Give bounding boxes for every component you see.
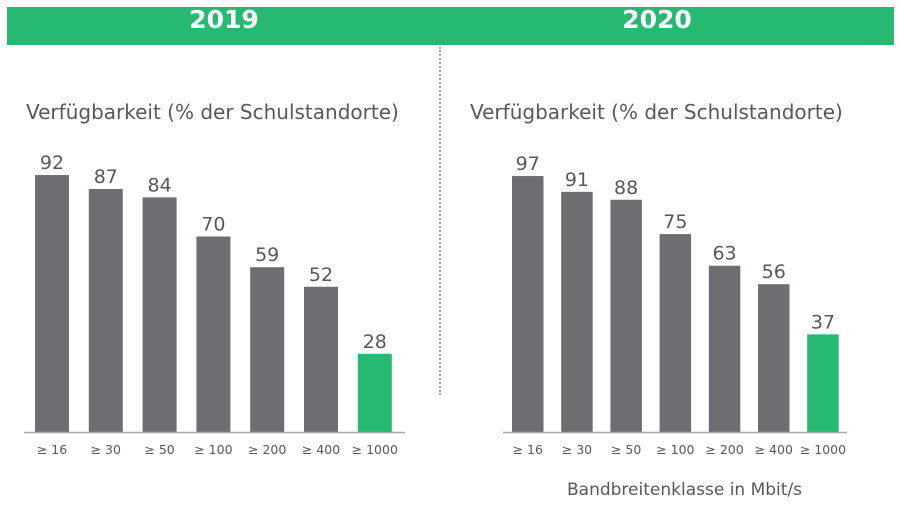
x-tick-label-2019-3: ≥ 100 xyxy=(194,442,232,457)
bar-2020-4 xyxy=(708,265,741,432)
value-label-2020-5: 56 xyxy=(762,261,786,283)
chart-2019-subtitle: Verfügbarkeit (% der Schulstandorte) xyxy=(26,100,399,124)
value-label-2019-4: 59 xyxy=(255,244,279,266)
chart-2019-title: 2019 xyxy=(189,5,259,34)
bar-2019-1 xyxy=(88,189,123,432)
x-axis-label: Bandbreitenklasse in Mbit/s xyxy=(567,480,803,500)
bar-2020-5 xyxy=(758,284,790,432)
value-label-2020-1: 91 xyxy=(565,169,589,191)
chart-2019: 92 ≥ 16 87 ≥ 30 84 ≥ 50 70 ≥ 100 59 ≥ 200 52 ≥ 400 2… xyxy=(24,152,405,457)
value-label-2020-4: 63 xyxy=(712,243,736,265)
x-tick-label-2019-1: ≥ 30 xyxy=(91,442,121,457)
x-tick-label-2020-4: ≥ 200 xyxy=(705,442,743,457)
value-label-2020-6: 37 xyxy=(811,311,835,333)
value-label-2019-5: 52 xyxy=(309,264,333,286)
value-label-2020-0: 97 xyxy=(516,153,540,175)
bar-2019-4 xyxy=(250,267,285,432)
value-label-2019-0: 92 xyxy=(40,152,64,174)
year-banner xyxy=(7,7,894,45)
value-label-2020-3: 75 xyxy=(663,211,687,233)
bar-2019-6 xyxy=(357,353,392,432)
bar-2019-5 xyxy=(304,286,338,432)
bar-2020-0 xyxy=(512,176,544,432)
value-label-2019-3: 70 xyxy=(201,213,225,235)
x-tick-label-2020-2: ≥ 50 xyxy=(611,442,641,457)
x-tick-label-2019-4: ≥ 200 xyxy=(248,442,286,457)
bar-2019-0 xyxy=(35,175,69,432)
x-tick-label-2019-0: ≥ 16 xyxy=(37,442,67,457)
chart-2020-title: 2020 xyxy=(622,5,692,34)
x-tick-label-2019-5: ≥ 400 xyxy=(302,442,340,457)
bar-2019-2 xyxy=(142,197,177,432)
x-tick-label-2020-0: ≥ 16 xyxy=(513,442,543,457)
value-label-2019-1: 87 xyxy=(94,166,118,188)
bar-2020-2 xyxy=(610,199,642,432)
panel-divider xyxy=(439,47,441,395)
bar-2020-3 xyxy=(659,234,692,432)
value-label-2019-2: 84 xyxy=(148,174,172,196)
bar-2019-3 xyxy=(196,236,231,432)
x-tick-label-2019-6: ≥ 1000 xyxy=(352,442,398,457)
x-tick-label-2020-1: ≥ 30 xyxy=(562,442,592,457)
x-tick-label-2020-6: ≥ 1000 xyxy=(800,442,846,457)
chart-2020-subtitle: Verfügbarkeit (% der Schulstandorte) xyxy=(470,100,843,124)
x-tick-label-2020-5: ≥ 400 xyxy=(755,442,793,457)
value-label-2020-2: 88 xyxy=(614,177,638,199)
bar-2020-1 xyxy=(561,191,593,432)
bar-2020-6 xyxy=(807,334,839,432)
x-tick-label-2020-3: ≥ 100 xyxy=(656,442,694,457)
x-tick-label-2019-2: ≥ 50 xyxy=(144,442,174,457)
value-label-2019-6: 28 xyxy=(363,331,387,353)
